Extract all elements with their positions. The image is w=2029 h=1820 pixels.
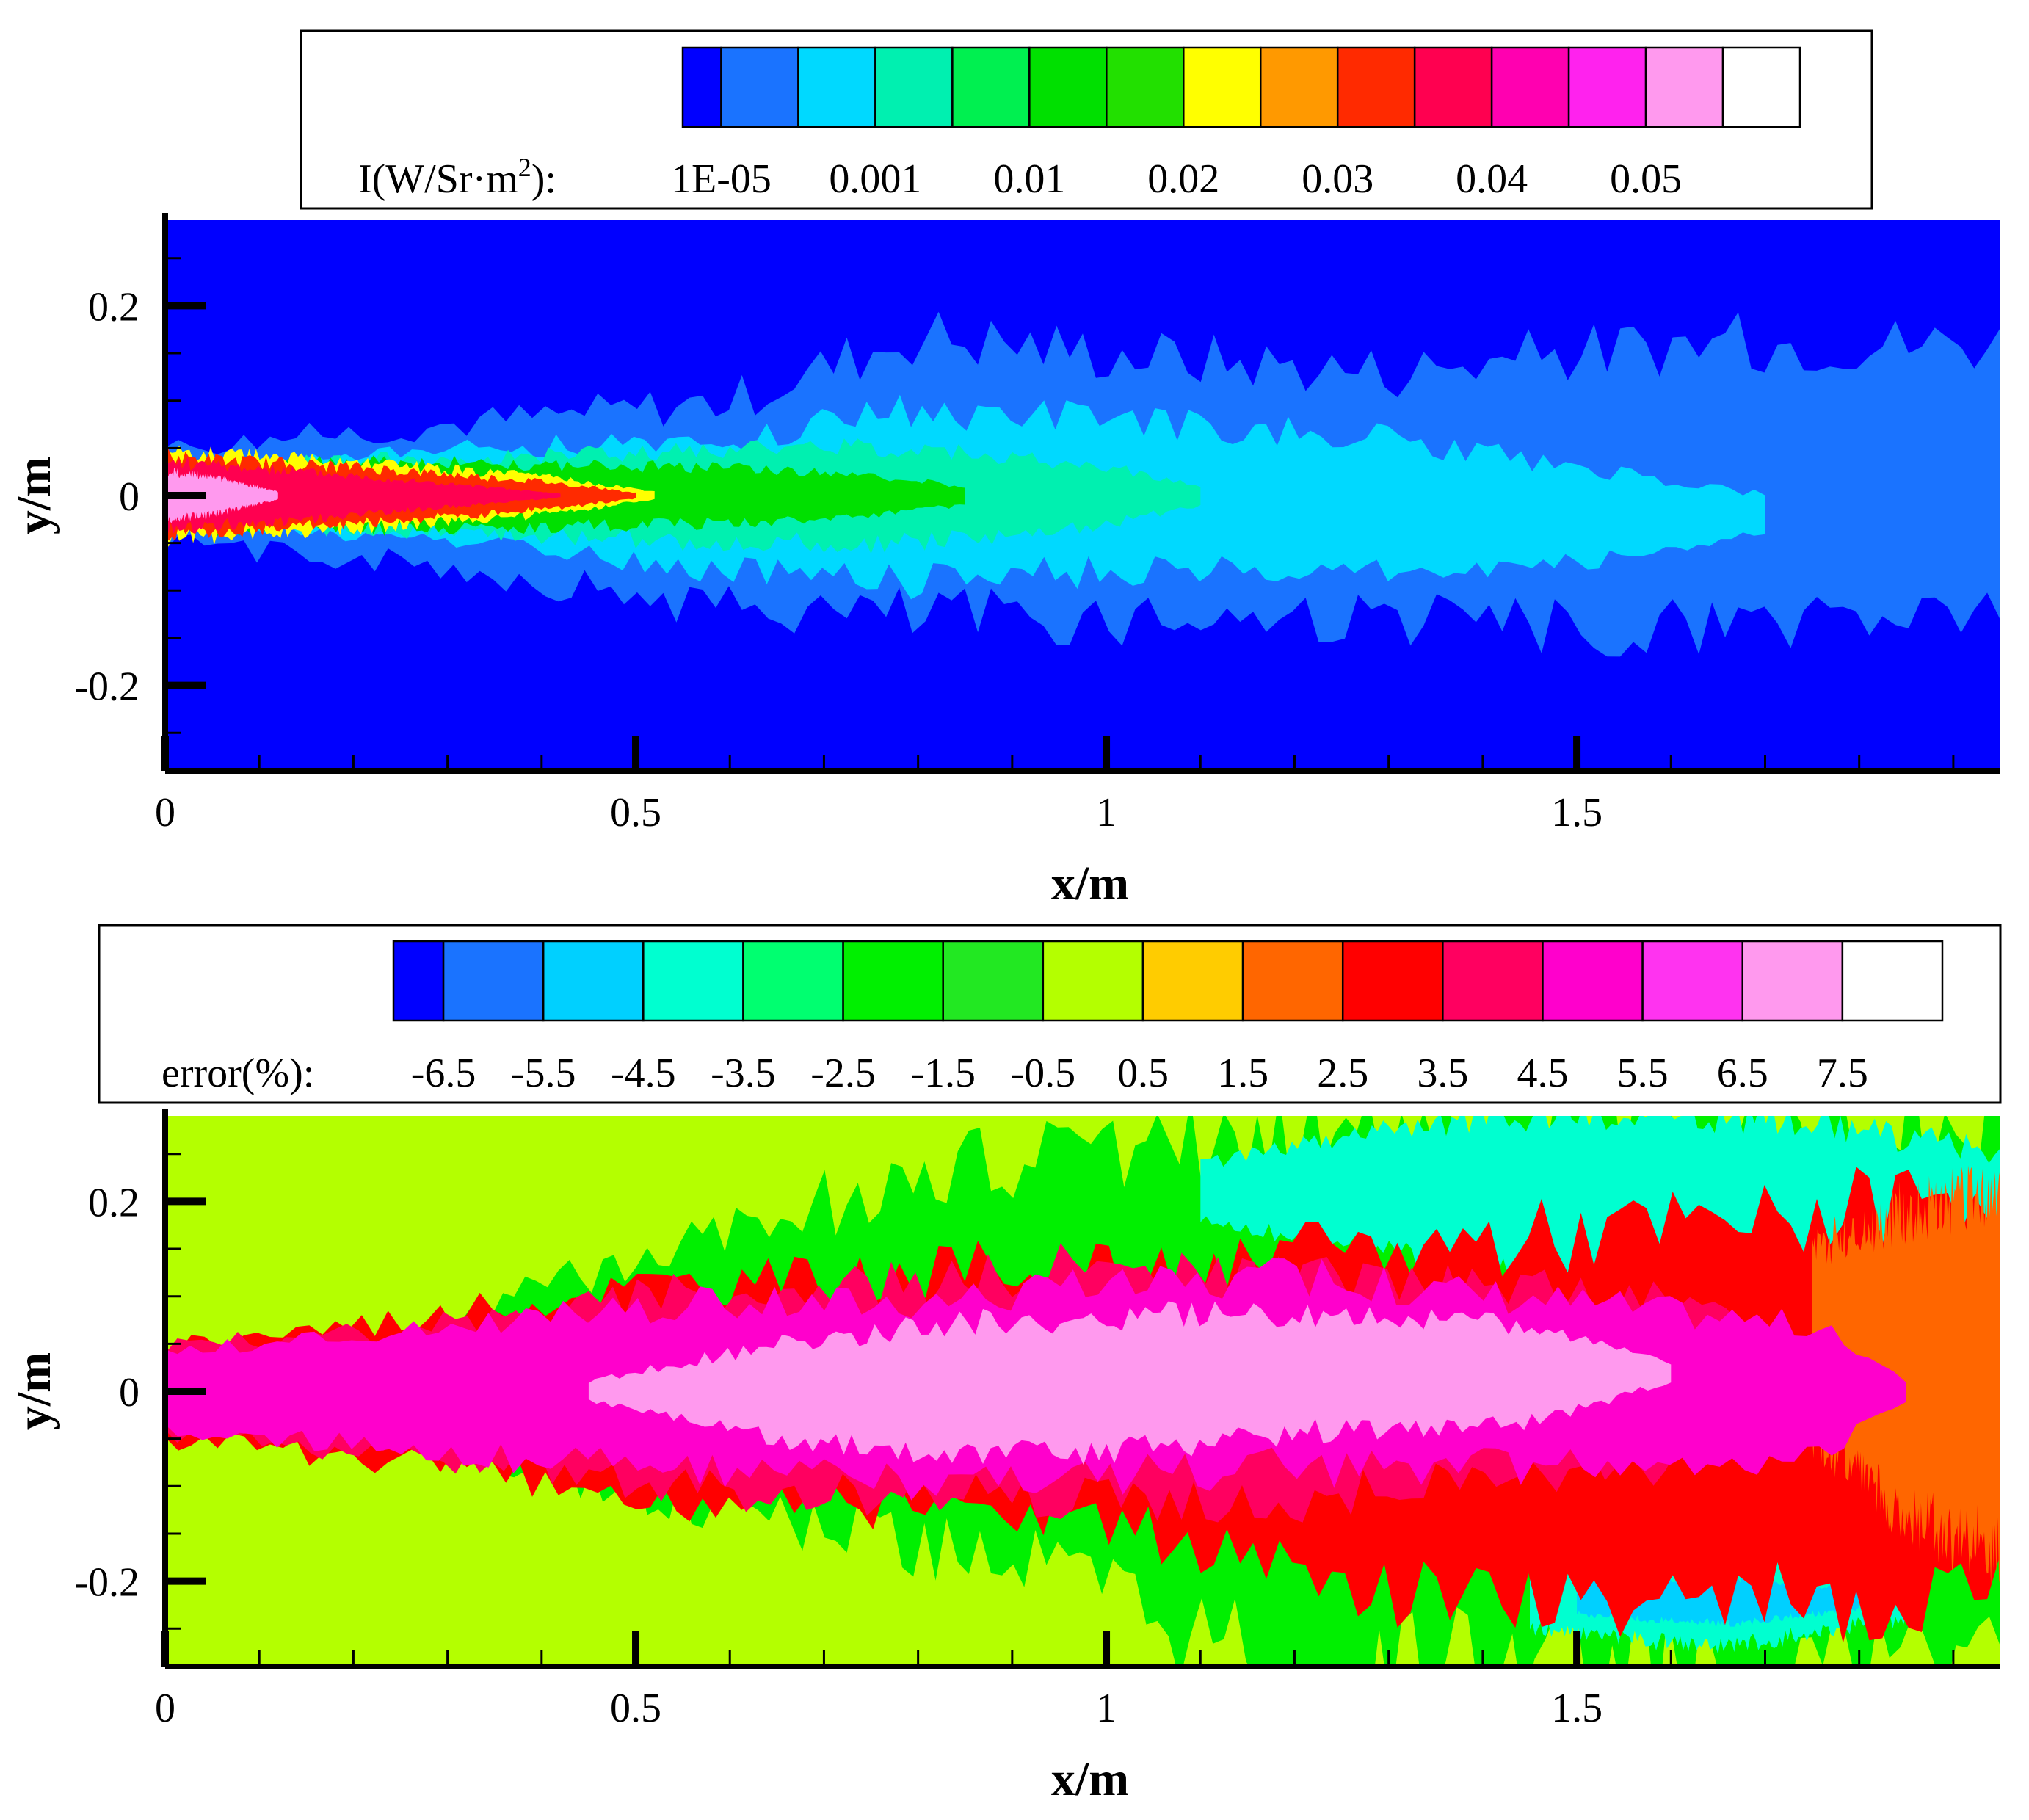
x-tick-label: 1.5: [1551, 1686, 1602, 1731]
x-tick-label: 1.5: [1551, 790, 1602, 835]
legend-tick-label: 0.5: [1117, 1051, 1169, 1096]
legend-tick-label: 6.5: [1717, 1051, 1768, 1096]
legend-tick-label: 1E-05: [671, 156, 772, 202]
legend-swatch: [720, 46, 799, 128]
y-tick-label: -0.2: [74, 664, 139, 710]
legend-tick-label: 4.5: [1517, 1051, 1568, 1096]
heatmap-field: [165, 1116, 2000, 1667]
contour-level-6: [1812, 1165, 2000, 1587]
legend-swatch: [392, 940, 445, 1022]
legend-swatch: [1336, 46, 1416, 128]
legend-title: error(%):: [161, 1051, 314, 1096]
x-axis-title: x/m: [1051, 857, 1129, 910]
legend-tick-label: -0.5: [1011, 1051, 1076, 1096]
x-axis-title: x/m: [1051, 1752, 1129, 1806]
contour-level-8: [165, 468, 278, 523]
legend-swatch: [951, 46, 1031, 128]
legend-swatch: [797, 46, 876, 128]
legend-swatch: [1259, 46, 1339, 128]
x-tick-label: 0.5: [610, 790, 661, 835]
legend-swatch: [1721, 46, 1801, 128]
contour-level-7: [165, 457, 561, 534]
contour-level-9: [588, 1301, 1672, 1465]
panel-intensity: 0 0.5 1 1.5 0.2 0 -0.2 x/m y/m 1E-05 0.001 0.01 0.02…: [7, 29, 2000, 910]
y-tick-label: 0.2: [88, 1180, 139, 1225]
legend-tick-label: -4.5: [611, 1051, 676, 1096]
y-axis-title: y/m: [7, 1352, 61, 1430]
legend-swatch: [1490, 46, 1570, 128]
legend-tick-label: 0.001: [829, 156, 921, 202]
legend-swatch: [1042, 940, 1144, 1022]
legend-swatch: [542, 940, 645, 1022]
legend-swatch: [642, 940, 744, 1022]
x-tick-label: 0.5: [610, 1686, 661, 1731]
legend: 1E-05 0.001 0.01 0.02 0.03 0.04 0.05 I(W/Sr·m2)…: [300, 29, 1873, 210]
legend-swatch: [1106, 46, 1185, 128]
legend-tick-label: 0.01: [993, 156, 1065, 202]
legend-tick-label: 7.5: [1817, 1051, 1868, 1096]
legend-tick-label: 0.04: [1456, 156, 1528, 202]
legend-tick-label: 2.5: [1317, 1051, 1368, 1096]
x-tick-label: 1: [1096, 1686, 1117, 1731]
legend-tick-label: -5.5: [511, 1051, 576, 1096]
panel-error: 0 0.5 1 1.5 0.2 0 -0.2 x/m y/m -6.5 -5.5 -4.5 -3.5 -2…: [7, 924, 2002, 1806]
legend-tick-label: -1.5: [910, 1051, 976, 1096]
legend-swatch: [1644, 46, 1724, 128]
y-axis-title: y/m: [7, 457, 61, 534]
legend-swatch: [1141, 940, 1244, 1022]
legend-tick-label: -6.5: [411, 1051, 476, 1096]
x-tick-label: 0: [155, 1686, 175, 1731]
legend-swatch: [942, 940, 1045, 1022]
legend-swatch: [874, 46, 954, 128]
y-tick-label: -0.2: [74, 1560, 139, 1606]
legend-swatch: [1567, 46, 1647, 128]
x-tick-label: 1: [1096, 790, 1117, 835]
heatmap-field: [165, 311, 2000, 657]
legend-tick-label: 0.03: [1302, 156, 1373, 202]
legend-swatch: [1442, 940, 1544, 1022]
legend-swatch: [1413, 46, 1493, 128]
legend-tick-label: 0.02: [1147, 156, 1219, 202]
legend-swatch: [681, 46, 722, 128]
legend-tick-label: -2.5: [810, 1051, 876, 1096]
y-tick-label: 0.2: [88, 284, 139, 330]
legend-swatch: [1841, 940, 1944, 1022]
x-tick-label: 0: [155, 790, 175, 835]
legend-swatch: [1241, 940, 1344, 1022]
legend-title: I(W/Sr·m2):: [358, 153, 556, 202]
legend-tick-label: -3.5: [711, 1051, 776, 1096]
legend-tick-label: 3.5: [1417, 1051, 1468, 1096]
legend-swatch: [1341, 940, 1444, 1022]
legend-swatch: [1542, 940, 1644, 1022]
legend-swatch: [1641, 940, 1743, 1022]
legend-swatch: [742, 940, 844, 1022]
y-tick-label: 0: [119, 474, 139, 520]
legend: -6.5 -5.5 -4.5 -3.5 -2.5 -1.5 -0.5 0.5 1.5 2.5 3.5…: [98, 924, 2002, 1104]
legend-swatch: [1183, 46, 1262, 128]
legend-swatch: [842, 940, 944, 1022]
legend-swatch: [1741, 940, 1844, 1022]
legend-tick-label: 0.05: [1610, 156, 1682, 202]
legend-swatch: [442, 940, 545, 1022]
y-tick-label: 0: [119, 1370, 139, 1415]
legend-tick-label: 5.5: [1617, 1051, 1669, 1096]
legend-swatch: [1028, 46, 1108, 128]
legend-tick-label: 1.5: [1217, 1051, 1268, 1096]
